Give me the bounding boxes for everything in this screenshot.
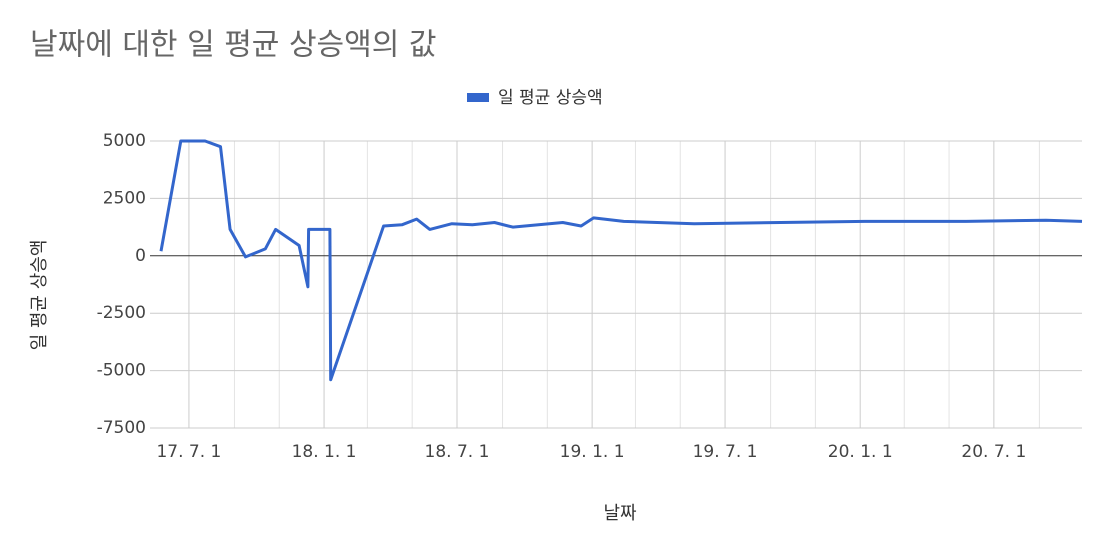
- chart-title: 날짜에 대한 일 평균 상승액의 값: [30, 28, 436, 63]
- x-tick-label: 18. 1. 1: [292, 442, 357, 462]
- legend-label: 일 평균 상승액: [498, 88, 603, 108]
- legend-swatch: [467, 93, 489, 102]
- x-tick-label: 19. 7. 1: [693, 442, 758, 462]
- x-axis-label: 날짜: [603, 503, 637, 524]
- y-tick-label: 2500: [103, 188, 146, 208]
- y-tick-label: 5000: [103, 131, 146, 151]
- x-tick-label: 20. 7. 1: [961, 442, 1026, 462]
- x-tick-label: 17. 7. 1: [156, 442, 221, 462]
- y-tick-label: 0: [135, 246, 146, 266]
- line-series: [159, 139, 1083, 382]
- x-tick-label: 18. 7. 1: [425, 442, 490, 462]
- y-axis-label: 일 평균 상승액: [29, 240, 50, 351]
- x-tick-label: 19. 1. 1: [560, 442, 625, 462]
- y-tick-label: -5000: [97, 361, 146, 381]
- x-tick-label: 20. 1. 1: [828, 442, 893, 462]
- y-tick-label: -2500: [97, 303, 146, 323]
- y-tick-label: -7500: [97, 418, 146, 438]
